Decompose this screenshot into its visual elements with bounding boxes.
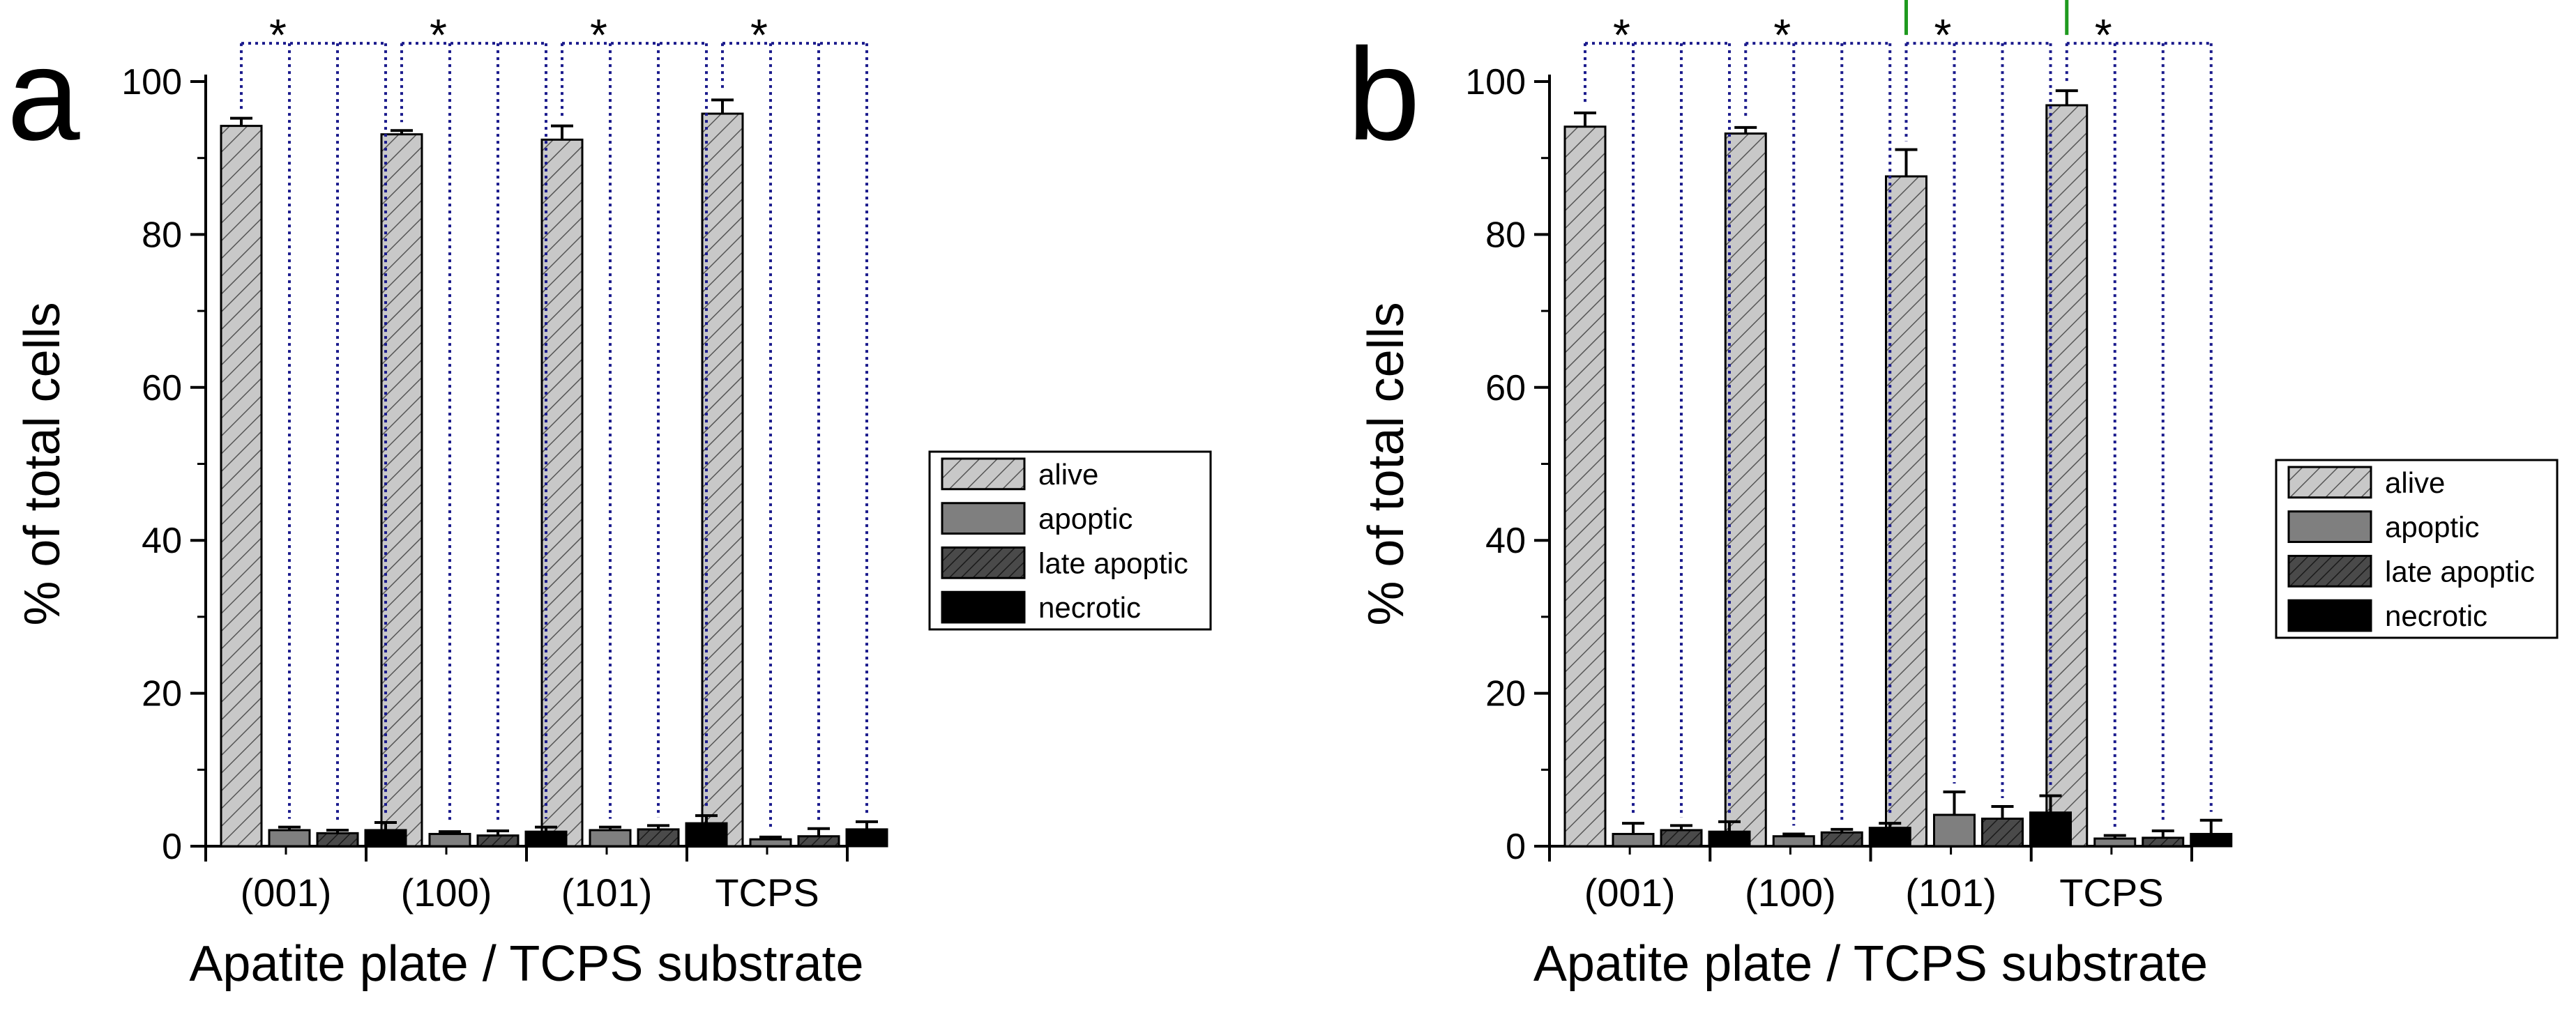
bar-necrotic-tcps — [845, 828, 888, 848]
legend-label-apoptic: apoptic — [2385, 511, 2479, 544]
x-axis-title: Apatite plate / TCPS substrate — [189, 936, 863, 992]
bar-late-apoptic-101 — [1981, 818, 2024, 848]
y-tick-label: 20 — [1485, 674, 1526, 714]
y-tick-label: 100 — [121, 62, 182, 102]
significance-label: * — [590, 10, 607, 60]
bar-alive-001 — [220, 125, 263, 848]
x-axis-title: Apatite plate / TCPS substrate — [1533, 936, 2208, 992]
significance-label: * — [1773, 10, 1791, 60]
bar-late-apoptic-001 — [1660, 829, 1703, 848]
bar-alive-101 — [540, 138, 584, 848]
legend-swatch-necrotic — [2287, 599, 2372, 632]
x-tick-label-101: (101) — [1905, 871, 1997, 915]
significance-label: * — [1613, 10, 1630, 60]
significance-label: * — [750, 10, 768, 60]
legend: alive apoptic late apoptic necrotic — [2275, 459, 2559, 639]
y-axis-title: % of total cells — [1358, 302, 1414, 625]
x-tick-label-100: (100) — [401, 871, 492, 915]
legend-swatch-necrotic — [941, 590, 1026, 624]
legend-label-alive: alive — [1038, 458, 1098, 491]
x-tick-label-001: (001) — [1584, 871, 1676, 915]
legend-label-late-apoptic: late apoptic — [2385, 555, 2535, 588]
legend-swatch-late-apoptic — [2287, 555, 2372, 588]
bar-necrotic-001 — [364, 829, 407, 848]
panel-a: a 0 20 40 60 80 100 (001) (100) (101) TCPS Apatite … — [7, 10, 1212, 992]
y-tick-label: 80 — [1485, 215, 1526, 255]
bar-necrotic-tcps — [2190, 832, 2233, 848]
bar-necrotic-101 — [2029, 811, 2072, 848]
x-tick-label-001: (001) — [241, 871, 332, 915]
bar-late-apoptic-001 — [316, 832, 359, 848]
y-tick-label: 60 — [142, 368, 182, 408]
bar-alive-tcps — [701, 112, 744, 848]
x-tick-label-100: (100) — [1745, 871, 1836, 915]
bar-apoptic-tcps — [749, 838, 792, 848]
x-tick-label-tcps: TCPS — [715, 871, 819, 915]
legend-label-late-apoptic: late apoptic — [1038, 546, 1188, 579]
bar-apoptic-001 — [268, 829, 311, 848]
x-tick-label-101: (101) — [561, 871, 653, 915]
legend-swatch-alive — [941, 457, 1026, 491]
significance-label: * — [2095, 10, 2112, 60]
panel-letter: a — [7, 21, 80, 167]
significance-label: * — [1934, 10, 1952, 60]
bar-apoptic-101 — [1933, 813, 1976, 848]
legend-swatch-late-apoptic — [941, 546, 1026, 579]
bar-necrotic-100 — [1868, 827, 1911, 848]
y-tick-label: 100 — [1465, 62, 1526, 102]
bar-apoptic-001 — [1612, 832, 1655, 848]
legend-label-alive: alive — [2385, 466, 2445, 499]
bar-alive-101 — [1885, 175, 1927, 848]
panel-letter: b — [1347, 21, 1420, 167]
legend-swatch-apoptic — [941, 502, 1026, 535]
bar-apoptic-tcps — [2093, 837, 2137, 848]
legend-label-necrotic: necrotic — [1038, 591, 1141, 624]
y-tick-label: 0 — [162, 827, 182, 867]
bar-late-apoptic-tcps — [2142, 836, 2185, 848]
bar-late-apoptic-100 — [476, 834, 520, 848]
y-tick-label: 0 — [1506, 827, 1526, 867]
x-tick-label-tcps: TCPS — [2059, 871, 2163, 915]
legend: alive apoptic late apoptic necrotic — [928, 450, 1212, 631]
significance-label: * — [430, 10, 447, 60]
y-tick-label: 60 — [1485, 368, 1526, 408]
bar-apoptic-100 — [1772, 835, 1815, 848]
legend-swatch-alive — [2287, 466, 2372, 499]
panel-b: b 0 20 40 60 80 100 (001) (100) (101) TCPS Apatite … — [1347, 0, 2559, 992]
bar-necrotic-001 — [1708, 830, 1751, 848]
significance-label: * — [269, 10, 287, 60]
bar-apoptic-101 — [589, 829, 632, 848]
bar-alive-100 — [1724, 132, 1767, 848]
bar-apoptic-100 — [428, 832, 471, 848]
bar-late-apoptic-tcps — [797, 835, 840, 848]
bar-alive-100 — [380, 133, 423, 848]
y-tick-label: 80 — [142, 215, 182, 255]
y-tick-label: 40 — [1485, 521, 1526, 561]
y-tick-label: 20 — [142, 674, 182, 714]
bar-alive-tcps — [2045, 104, 2089, 848]
y-tick-label: 40 — [142, 521, 182, 561]
bar-alive-001 — [1563, 125, 1607, 848]
legend-label-apoptic: apoptic — [1038, 503, 1132, 535]
legend-swatch-apoptic — [2287, 510, 2372, 543]
bar-necrotic-100 — [524, 830, 568, 848]
bar-necrotic-101 — [685, 822, 728, 848]
y-axis-title: % of total cells — [15, 302, 70, 625]
legend-label-necrotic: necrotic — [2385, 599, 2487, 632]
bar-late-apoptic-100 — [1820, 831, 1863, 848]
bar-late-apoptic-101 — [637, 828, 680, 848]
